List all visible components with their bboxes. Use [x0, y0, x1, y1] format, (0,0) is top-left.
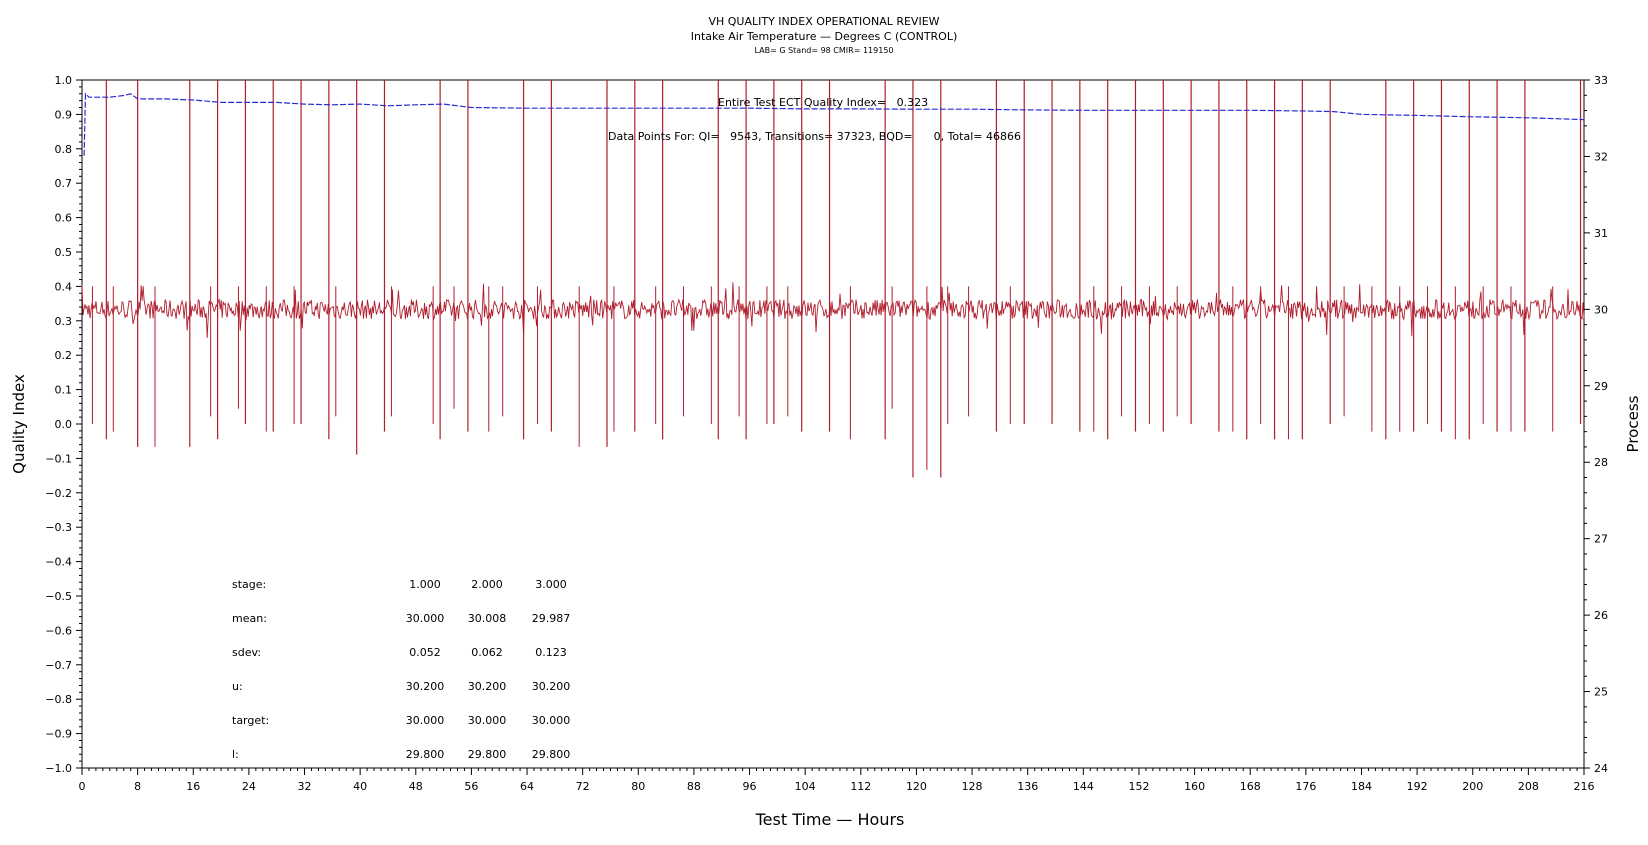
- y-tick-label: 0.4: [55, 280, 73, 293]
- y-tick-label: −0.8: [45, 693, 72, 706]
- x-tick-label: 8: [134, 780, 141, 793]
- y-tick-label: −0.3: [45, 521, 72, 534]
- axis-ticks-layer: 1.0 0.9 0.8 0.7 0.6 0.5 0.4 0.3 0.2 0.1 0.0 −0.1 −0.…: [45, 74, 1608, 793]
- y2-tick-label: 25: [1594, 686, 1608, 699]
- x-tick-label: 40: [353, 780, 367, 793]
- x-tick-label: 152: [1128, 780, 1149, 793]
- stats-value: 29.800: [532, 748, 571, 761]
- x-tick-label: 112: [850, 780, 871, 793]
- y2-tick-label: 24: [1594, 762, 1608, 775]
- process-noise-line: [81, 282, 1585, 339]
- stats-label: target:: [232, 714, 269, 727]
- x-tick-label: 48: [409, 780, 423, 793]
- y-tick-label: 0.2: [55, 349, 73, 362]
- stats-value: 30.000: [468, 714, 507, 727]
- y2-tick-label: 27: [1594, 533, 1608, 546]
- y-tick-label: −0.6: [45, 624, 72, 637]
- y2-tick-label: 28: [1594, 456, 1608, 469]
- y2-tick-label: 31: [1594, 227, 1608, 240]
- stats-value: 30.000: [406, 612, 445, 625]
- y2-tick-label: 33: [1594, 74, 1608, 87]
- x-tick-label: 96: [743, 780, 757, 793]
- quality-index-line: [83, 92, 1585, 156]
- y-tick-label: 1.0: [55, 74, 73, 87]
- y-tick-label: −0.1: [45, 452, 72, 465]
- stats-value: 3.000: [535, 578, 567, 591]
- y-tick-label: 0.9: [55, 108, 73, 121]
- y-tick-label: 0.5: [55, 246, 73, 259]
- process-series: [81, 80, 1585, 478]
- stats-value: 2.000: [471, 578, 503, 591]
- x-tick-label: 56: [464, 780, 478, 793]
- x-tick-label: 192: [1407, 780, 1428, 793]
- x-tick-label: 80: [631, 780, 645, 793]
- chart-title: VH QUALITY INDEX OPERATIONAL REVIEW: [708, 15, 939, 28]
- x-axis-label: Test Time — Hours: [755, 810, 905, 829]
- stats-label: stage:: [232, 578, 266, 591]
- y-tick-label: −0.4: [45, 556, 72, 569]
- stats-value: 29.800: [468, 748, 507, 761]
- qi-annotation: Entire Test ECT Quality Index= 0.323: [718, 96, 928, 109]
- x-tick-label: 200: [1462, 780, 1483, 793]
- x-tick-label: 16: [186, 780, 200, 793]
- x-tick-label: 32: [298, 780, 312, 793]
- stats-value: 30.200: [532, 680, 571, 693]
- quality-index-series: [83, 92, 1585, 156]
- stats-value: 0.123: [535, 646, 567, 659]
- stats-value: 30.200: [406, 680, 445, 693]
- x-tick-label: 0: [79, 780, 86, 793]
- stats-value: 0.062: [471, 646, 503, 659]
- stats-value: 30.200: [468, 680, 507, 693]
- y-tick-label: −0.9: [45, 728, 72, 741]
- x-tick-label: 160: [1184, 780, 1205, 793]
- stats-label: mean:: [232, 612, 267, 625]
- x-tick-label: 128: [962, 780, 983, 793]
- chart-meta: LAB= G Stand= 98 CMIR= 119150: [754, 46, 893, 55]
- stats-value: 30.000: [406, 714, 445, 727]
- y-tick-label: −1.0: [45, 762, 72, 775]
- x-tick-label: 136: [1017, 780, 1038, 793]
- stats-label: l:: [232, 748, 239, 761]
- x-tick-label: 216: [1574, 780, 1595, 793]
- y-tick-label: −0.5: [45, 590, 72, 603]
- y2-tick-label: 32: [1594, 150, 1608, 163]
- stats-value: 0.052: [409, 646, 441, 659]
- chart-subtitle: Intake Air Temperature — Degrees C (CONT…: [691, 30, 958, 43]
- y-tick-label: −0.7: [45, 659, 72, 672]
- x-tick-label: 104: [795, 780, 816, 793]
- stats-label: u:: [232, 680, 243, 693]
- stats-value: 29.987: [532, 612, 571, 625]
- x-tick-label: 176: [1295, 780, 1316, 793]
- y2-tick-label: 29: [1594, 380, 1608, 393]
- y2-tick-label: 26: [1594, 609, 1608, 622]
- x-tick-label: 208: [1518, 780, 1539, 793]
- y-tick-label: 0.7: [55, 177, 73, 190]
- x-tick-label: 64: [520, 780, 534, 793]
- stats-value: 30.008: [468, 612, 507, 625]
- x-tick-label: 24: [242, 780, 256, 793]
- y2-axis-label: Process: [1624, 395, 1642, 452]
- y-tick-label: 0.6: [55, 212, 73, 225]
- x-tick-label: 88: [687, 780, 701, 793]
- stats-table: stage: 1.000 2.000 3.000 mean: 30.000 30.008 29…: [232, 578, 570, 761]
- stats-value: 30.000: [532, 714, 571, 727]
- y-tick-label: 0.8: [55, 143, 73, 156]
- stats-label: sdev:: [232, 646, 261, 659]
- y-axis-label: Quality Index: [10, 374, 28, 474]
- x-tick-label: 184: [1351, 780, 1372, 793]
- y-tick-label: 0.3: [55, 315, 73, 328]
- x-tick-label: 72: [576, 780, 590, 793]
- y-tick-label: −0.2: [45, 487, 72, 500]
- x-tick-label: 168: [1240, 780, 1261, 793]
- stats-value: 29.800: [406, 748, 445, 761]
- x-tick-label: 120: [906, 780, 927, 793]
- points-annotation: Data Points For: QI= 9543, Transitions= …: [608, 130, 1021, 143]
- y-tick-label: 0.0: [55, 418, 73, 431]
- x-tick-label: 144: [1073, 780, 1094, 793]
- stats-value: 1.000: [409, 578, 441, 591]
- y-tick-label: 0.1: [55, 384, 73, 397]
- plot-frame: [81, 79, 1585, 769]
- y2-tick-label: 30: [1594, 303, 1608, 316]
